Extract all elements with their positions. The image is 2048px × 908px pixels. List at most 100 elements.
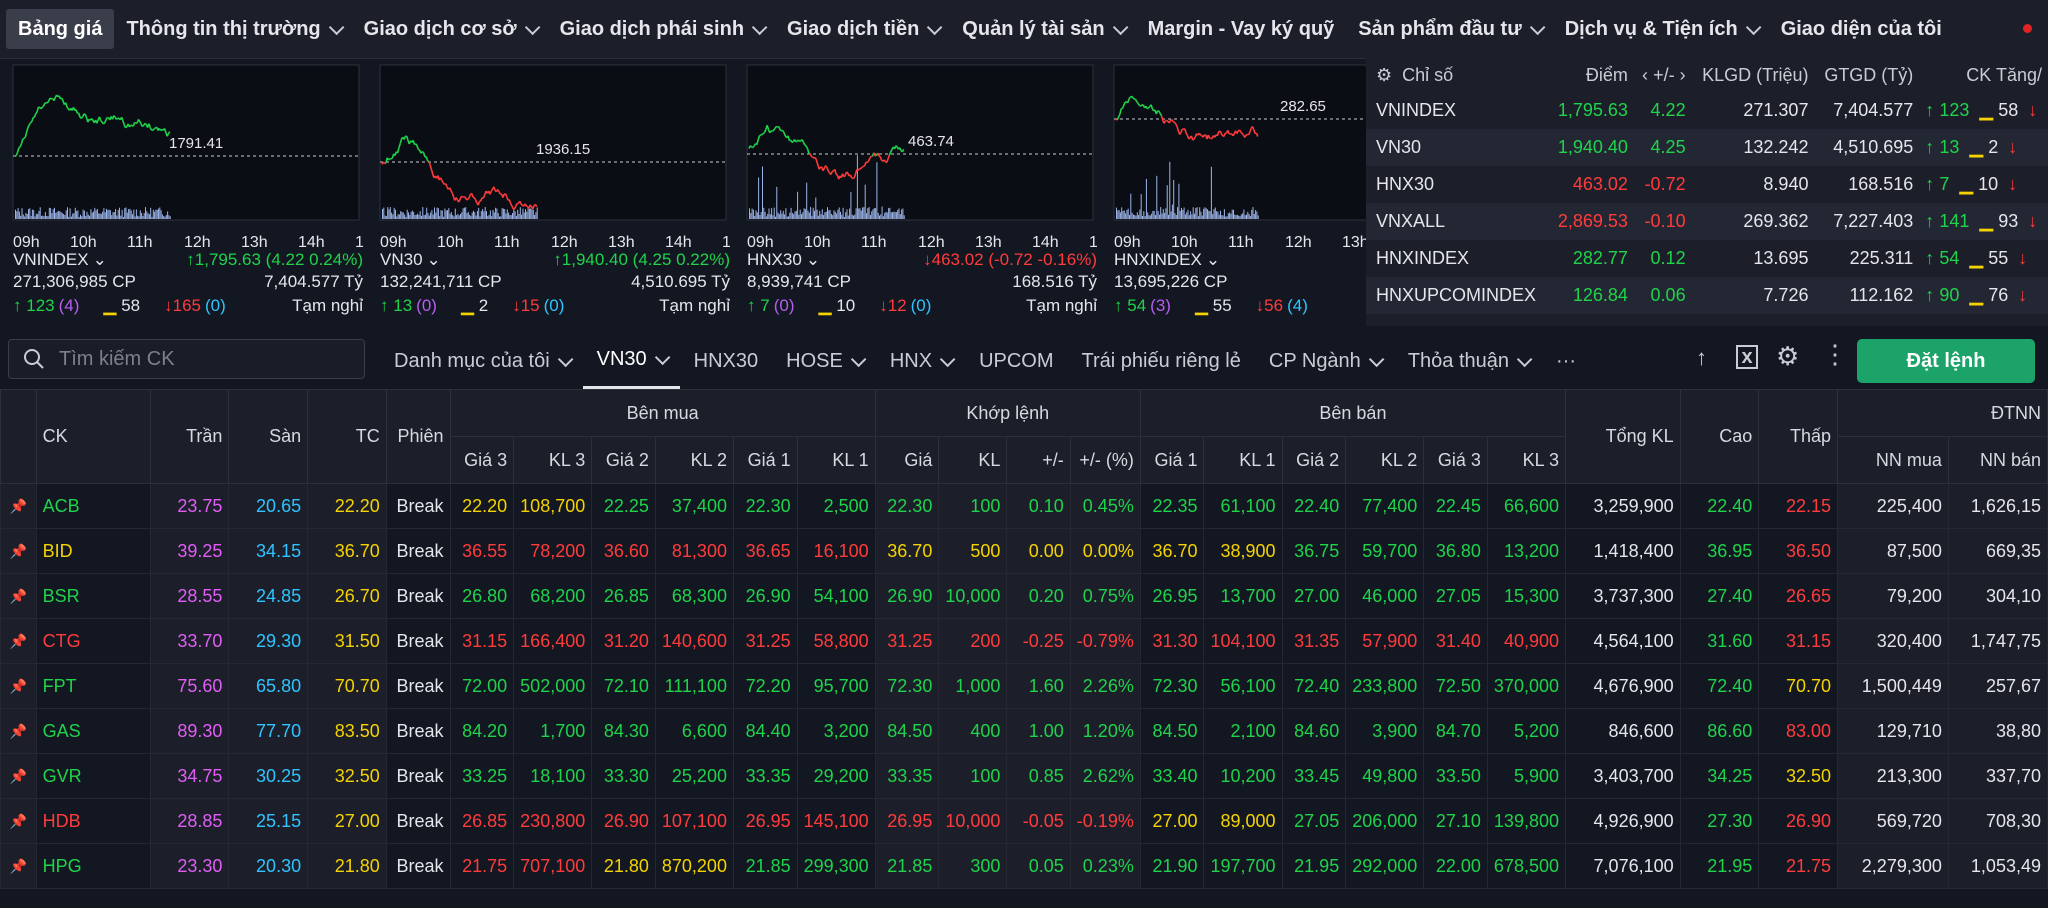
cell-bk2[interactable]: 81,300	[654, 528, 734, 574]
cell-s2[interactable]: 84.60	[1281, 708, 1347, 754]
nav-item-0[interactable]: Bảng giá	[6, 9, 115, 49]
table-row[interactable]: 📌 ACB 23.75 20.65 22.20 Break 22.20 108,700 22.2…	[0, 483, 2048, 529]
cell-bk1[interactable]: 3,200	[796, 708, 876, 754]
cell-sk2[interactable]: 292,000	[1345, 843, 1425, 889]
cell-b1[interactable]: 26.90	[732, 573, 798, 619]
index-name[interactable]: HNX30 ⌄	[747, 250, 820, 269]
cell-bk1[interactable]: 58,800	[796, 618, 876, 664]
cell-s2[interactable]: 36.75	[1281, 528, 1347, 574]
cell-kpc[interactable]: 0.45%	[1069, 483, 1141, 529]
cell-b2[interactable]: 21.80	[591, 843, 656, 889]
cell-s3[interactable]: 22.00	[1423, 843, 1488, 889]
cell-bk2[interactable]: 68,300	[654, 573, 734, 619]
table-row[interactable]: 📌 BID 39.25 34.15 36.70 Break 36.55 78,200 36.60…	[0, 528, 2048, 574]
cell-kkl[interactable]: 100	[938, 483, 1008, 529]
index-row[interactable]: VN30 1,940.40 4.25 132.242 4,510.695 ↑ 13 ▁ 2 ↓	[1366, 129, 2048, 166]
pin-icon[interactable]: 📌	[0, 573, 37, 619]
cell-sk2[interactable]: 233,800	[1345, 663, 1425, 709]
cell-kc[interactable]: -0.05	[1006, 798, 1071, 844]
cell-sk1[interactable]: 2,100	[1203, 708, 1283, 754]
more-vertical-icon[interactable]: ⋮	[1822, 339, 1848, 369]
table-row[interactable]: 📌 CTG 33.70 29.30 31.50 Break 31.15 166,400 31.2…	[0, 618, 2048, 664]
cell-s1[interactable]: 27.00	[1139, 798, 1205, 844]
table-row[interactable]: 📌 HDB 28.85 25.15 27.00 Break 26.85 230,800 26.9…	[0, 798, 2048, 844]
cell-bk2[interactable]: 37,400	[654, 483, 734, 529]
tab-2[interactable]: HNX30	[680, 333, 772, 389]
cell-s2[interactable]: 33.45	[1281, 753, 1347, 799]
cell-kkl[interactable]: 200	[938, 618, 1008, 664]
cell-kp[interactable]: 26.95	[874, 798, 940, 844]
pin-icon[interactable]: 📌	[0, 753, 37, 799]
cell-kp[interactable]: 22.30	[874, 483, 940, 529]
stock-symbol[interactable]: HDB	[35, 798, 151, 844]
cell-s3[interactable]: 27.05	[1423, 573, 1488, 619]
cell-kp[interactable]: 84.50	[874, 708, 940, 754]
index-chart-card[interactable]: 463.7409h10h11h12h13h14h15hHNX30⌄↓463.02…	[743, 59, 1101, 326]
cell-bk1[interactable]: 95,700	[796, 663, 876, 709]
pin-icon[interactable]: 📌	[0, 843, 37, 889]
cell-bk3[interactable]: 78,200	[513, 528, 593, 574]
index-row[interactable]: VNXALL 2,869.53 -0.10 269.362 7,227.403 ↑ 141…	[1366, 203, 2048, 240]
cell-s2[interactable]: 22.40	[1281, 483, 1347, 529]
stock-symbol[interactable]: BID	[35, 528, 151, 574]
cell-kp[interactable]: 31.25	[874, 618, 940, 664]
cell-sk3[interactable]: 15,300	[1486, 573, 1567, 619]
cell-s2[interactable]: 27.05	[1281, 798, 1347, 844]
cell-kc[interactable]: 0.20	[1006, 573, 1071, 619]
stock-symbol[interactable]: CTG	[35, 618, 151, 664]
index-row[interactable]: HNX30 463.02 -0.72 8.940 168.516 ↑ 7 ▁ 10 ↓	[1366, 166, 2048, 203]
nav-item-6[interactable]: Margin - Vay ký quỹ	[1136, 9, 1347, 49]
table-row[interactable]: 📌 BSR 28.55 24.85 26.70 Break 26.80 68,200 26.85…	[0, 573, 2048, 619]
cell-kp[interactable]: 21.85	[874, 843, 940, 889]
cell-kc[interactable]: 1.00	[1006, 708, 1071, 754]
cell-s3[interactable]: 33.50	[1423, 753, 1488, 799]
cell-sk2[interactable]: 57,900	[1345, 618, 1425, 664]
cell-kkl[interactable]: 10,000	[938, 798, 1008, 844]
cell-b1[interactable]: 72.20	[732, 663, 798, 709]
cell-sk3[interactable]: 678,500	[1486, 843, 1567, 889]
cell-sk1[interactable]: 61,100	[1203, 483, 1283, 529]
cell-kpc[interactable]: -0.19%	[1069, 798, 1141, 844]
cell-sk2[interactable]: 77,400	[1345, 483, 1425, 529]
index-row[interactable]: HNXINDEX 282.77 0.12 13.695 225.311 ↑ 54 ▁ 55 ↓	[1366, 240, 2048, 277]
cell-b3[interactable]: 36.55	[449, 528, 515, 574]
search-input[interactable]: Tìm kiếm CK	[59, 348, 175, 370]
cell-kpc[interactable]: 1.20%	[1069, 708, 1141, 754]
cell-sk2[interactable]: 3,900	[1345, 708, 1425, 754]
cell-s1[interactable]: 26.95	[1139, 573, 1205, 619]
cell-s3[interactable]: 36.80	[1423, 528, 1488, 574]
cell-bk2[interactable]: 870,200	[654, 843, 734, 889]
cell-kpc[interactable]: 2.26%	[1069, 663, 1141, 709]
stock-symbol[interactable]: ACB	[35, 483, 151, 529]
tab-4[interactable]: HNX	[876, 333, 965, 389]
cell-kkl[interactable]: 400	[938, 708, 1008, 754]
cell-bk1[interactable]: 16,100	[796, 528, 876, 574]
cell-kc[interactable]: 0.00	[1006, 528, 1071, 574]
cell-sk3[interactable]: 13,200	[1486, 528, 1567, 574]
nav-item-4[interactable]: Giao dịch tiền	[775, 9, 950, 49]
cell-s2[interactable]: 21.95	[1281, 843, 1347, 889]
gear-icon[interactable]: ⚙	[1776, 341, 1800, 371]
nav-item-2[interactable]: Giao dịch cơ sở	[352, 9, 548, 49]
cell-sk1[interactable]: 10,200	[1203, 753, 1283, 799]
cell-kc[interactable]: 0.85	[1006, 753, 1071, 799]
cell-kc[interactable]: -0.25	[1006, 618, 1071, 664]
cell-bk3[interactable]: 707,100	[513, 843, 593, 889]
pin-icon[interactable]: 📌	[0, 663, 37, 709]
stock-symbol[interactable]: GVR	[35, 753, 151, 799]
cell-bk2[interactable]: 140,600	[654, 618, 734, 664]
cell-b3[interactable]: 84.20	[449, 708, 515, 754]
cell-s1[interactable]: 21.90	[1139, 843, 1205, 889]
cell-s1[interactable]: 22.35	[1139, 483, 1205, 529]
tab-6[interactable]: Trái phiếu riêng lẻ	[1068, 333, 1255, 389]
cell-bk2[interactable]: 6,600	[654, 708, 734, 754]
cell-kp[interactable]: 33.35	[874, 753, 940, 799]
pin-icon[interactable]: 📌	[0, 618, 37, 664]
cell-kpc[interactable]: 2.62%	[1069, 753, 1141, 799]
cell-b3[interactable]: 31.15	[449, 618, 515, 664]
cell-sk2[interactable]: 46,000	[1345, 573, 1425, 619]
cell-bk3[interactable]: 230,800	[513, 798, 593, 844]
tab-1[interactable]: VN30	[582, 333, 680, 389]
cell-s2[interactable]: 72.40	[1281, 663, 1347, 709]
cell-b3[interactable]: 72.00	[449, 663, 515, 709]
